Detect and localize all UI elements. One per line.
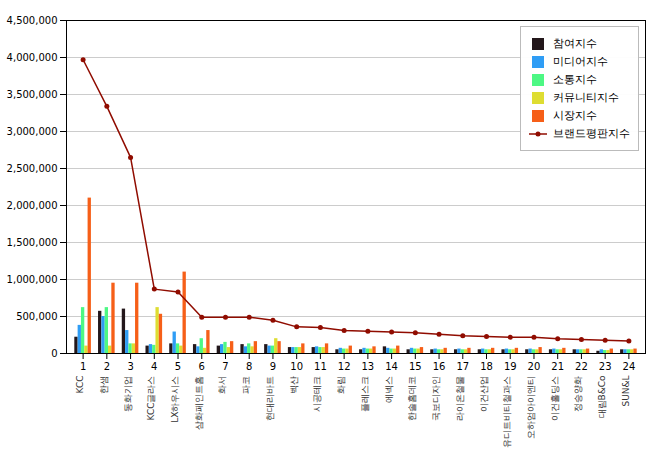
svg-text:LX하우시스: LX하우시스: [170, 376, 180, 423]
svg-text:1,000,000: 1,000,000: [7, 274, 58, 285]
svg-text:화서: 화서: [217, 376, 227, 394]
html-text:미디어지수: 미디어지수: [553, 55, 608, 68]
svg-text:20: 20: [528, 361, 541, 372]
svg-text:10: 10: [290, 361, 303, 372]
svg-text:14: 14: [385, 361, 398, 372]
svg-text:19: 19: [504, 361, 517, 372]
html-text:브랜드평판지수: 브랜드평판지수: [553, 127, 630, 140]
svg-text:이건홀딩스: 이건홀딩스: [550, 376, 560, 421]
svg-text:오하엄아이엔티: 오하엄아이엔티: [526, 376, 536, 439]
svg-text:15: 15: [409, 361, 422, 372]
html-text:시장지수: 시장지수: [553, 109, 597, 122]
html-text:소통지수: 소통지수: [553, 73, 597, 86]
svg-text:24: 24: [623, 361, 636, 372]
svg-text:에넥스: 에넥스: [384, 376, 394, 403]
svg-text:3: 3: [127, 361, 133, 372]
svg-text:18: 18: [480, 361, 493, 372]
svg-text:한샘: 한샘: [99, 376, 109, 394]
svg-text:시공테크: 시공테크: [312, 376, 322, 412]
html-text:참여지수: 참여지수: [553, 37, 597, 50]
svg-text:한솔홈데코: 한솔홈데코: [407, 376, 417, 421]
svg-text:500,000: 500,000: [16, 311, 57, 322]
svg-text:3,000,000: 3,000,000: [7, 126, 58, 137]
svg-text:유디트비티철과스: 유디트비티철과스: [502, 376, 512, 448]
html-text:커뮤니티지수: 커뮤니티지수: [553, 91, 619, 104]
svg-text:8: 8: [246, 361, 252, 372]
svg-text:플레스크: 플레스크: [360, 376, 370, 412]
svg-text:23: 23: [599, 361, 612, 372]
svg-text:5: 5: [175, 361, 181, 372]
svg-text:13: 13: [361, 361, 374, 372]
svg-text:0: 0: [51, 348, 57, 359]
svg-text:벡산: 벡산: [289, 376, 299, 394]
svg-text:2,000,000: 2,000,000: [7, 200, 58, 211]
svg-text:KCC: KCC: [75, 376, 85, 394]
svg-text:12: 12: [338, 361, 351, 372]
svg-text:화림: 화림: [336, 376, 346, 394]
svg-text:22: 22: [575, 361, 588, 372]
svg-text:4: 4: [151, 361, 157, 372]
svg-text:동화기업: 동화기업: [123, 376, 133, 412]
svg-text:21: 21: [551, 361, 564, 372]
svg-text:라이온철물: 라이온철물: [455, 376, 465, 421]
svg-text:17: 17: [456, 361, 469, 372]
svg-text:11: 11: [314, 361, 327, 372]
svg-text:2,500,000: 2,500,000: [7, 163, 58, 174]
svg-text:국보디자인: 국보디자인: [431, 376, 441, 421]
svg-text:16: 16: [433, 361, 446, 372]
svg-text:3,500,000: 3,500,000: [7, 89, 58, 100]
svg-text:SUN&L: SUN&L: [621, 376, 631, 407]
svg-text:대림B&Co: 대림B&Co: [597, 375, 607, 418]
svg-text:이건산업: 이건산업: [479, 376, 489, 412]
svg-text:7: 7: [222, 361, 228, 372]
svg-text:4,500,000: 4,500,000: [7, 15, 58, 26]
svg-text:1,500,000: 1,500,000: [7, 237, 58, 248]
svg-text:파코: 파코: [241, 376, 251, 394]
svg-text:2: 2: [104, 361, 110, 372]
svg-text:6: 6: [199, 361, 205, 372]
svg-text:현대리바트: 현대리바트: [265, 376, 275, 421]
svg-text:정승양화: 정승양화: [573, 376, 583, 412]
svg-text:KCC글라스: KCC글라스: [146, 376, 156, 421]
svg-text:삼화페인트홈: 삼화페인트홈: [194, 376, 204, 430]
svg-text:1: 1: [80, 361, 86, 372]
svg-text:4,000,000: 4,000,000: [7, 52, 58, 63]
svg-text:9: 9: [270, 361, 276, 372]
